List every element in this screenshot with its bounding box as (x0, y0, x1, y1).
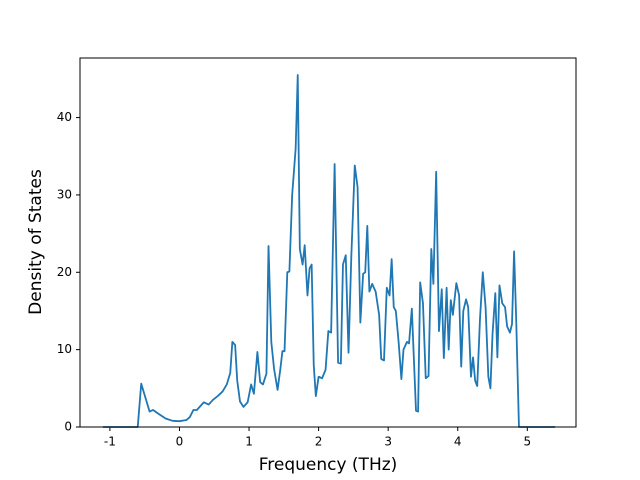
plot-frame (79, 57, 577, 428)
y-tick-label: 0 (64, 420, 72, 434)
x-tick-label: 2 (315, 435, 323, 449)
x-tick-label: 1 (245, 435, 253, 449)
x-axis-label: Frequency (THz) (259, 455, 398, 475)
x-tick-label: 4 (454, 435, 462, 449)
y-tick-label: 20 (57, 265, 72, 279)
x-tick-label: 5 (523, 435, 531, 449)
data-line (102, 74, 556, 428)
x-tick-label: 3 (384, 435, 392, 449)
y-tick-label: 40 (57, 110, 72, 124)
y-axis-label: Density of States (26, 169, 46, 315)
y-tick-label: 10 (57, 342, 72, 356)
y-tick-label: 30 (57, 187, 72, 201)
x-tick-label: 0 (176, 435, 184, 449)
x-tick-label: -1 (104, 435, 116, 449)
